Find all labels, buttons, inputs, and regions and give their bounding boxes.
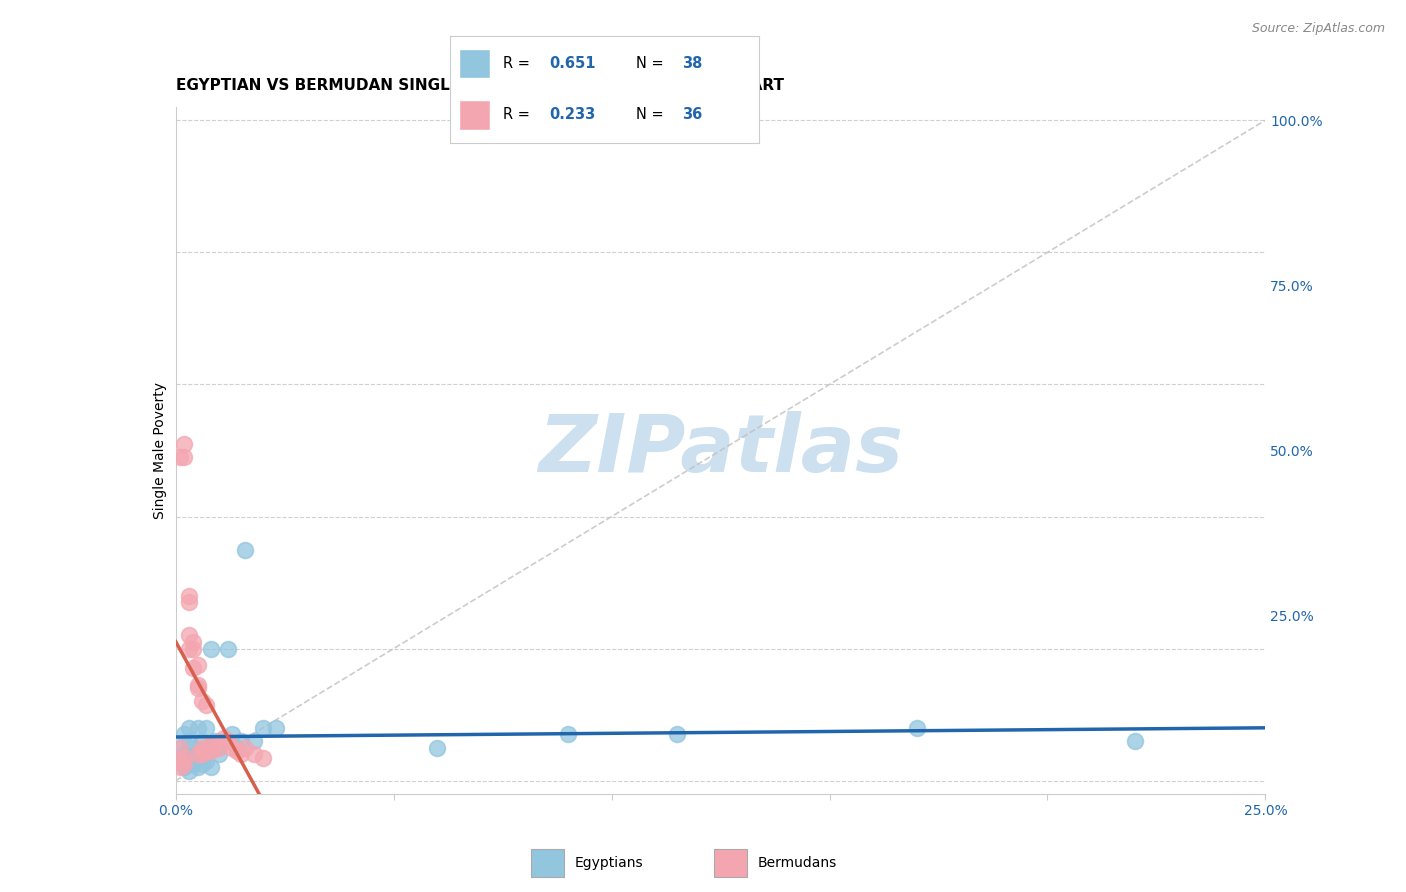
Point — [173, 727, 195, 741]
Text: ZIPatlas: ZIPatlas — [538, 411, 903, 490]
Point — [235, 542, 257, 557]
Text: EGYPTIAN VS BERMUDAN SINGLE MALE POVERTY CORRELATION CHART: EGYPTIAN VS BERMUDAN SINGLE MALE POVERTY… — [176, 78, 783, 94]
FancyBboxPatch shape — [714, 849, 747, 877]
Point — [204, 737, 226, 751]
Point — [208, 747, 231, 762]
Point — [177, 734, 200, 748]
Point — [235, 740, 257, 755]
Text: Egyptians: Egyptians — [575, 856, 644, 870]
Point — [173, 760, 195, 774]
Point — [426, 740, 449, 755]
Text: 36: 36 — [682, 107, 702, 122]
Text: N =: N = — [636, 56, 668, 71]
Point — [200, 737, 222, 751]
Point — [195, 721, 218, 735]
FancyBboxPatch shape — [460, 48, 491, 78]
Point — [243, 747, 266, 762]
Point — [173, 747, 195, 762]
Point — [195, 698, 218, 712]
Point — [208, 740, 231, 755]
Point — [195, 744, 218, 758]
Text: Source: ZipAtlas.com: Source: ZipAtlas.com — [1251, 22, 1385, 36]
Point — [217, 641, 239, 656]
Point — [177, 764, 200, 778]
Point — [177, 595, 200, 609]
Point — [177, 589, 200, 603]
Point — [191, 694, 214, 708]
Point — [186, 658, 209, 673]
Point — [195, 740, 218, 755]
Point — [173, 750, 195, 764]
Point — [186, 678, 209, 692]
Point — [177, 641, 200, 656]
Point — [1123, 734, 1146, 748]
Point — [200, 641, 222, 656]
Point — [186, 747, 209, 762]
Text: N =: N = — [636, 107, 668, 122]
Point — [169, 740, 191, 755]
Point — [186, 681, 209, 696]
Point — [191, 757, 214, 772]
Point — [212, 734, 235, 748]
FancyBboxPatch shape — [531, 849, 564, 877]
Point — [173, 450, 195, 464]
Point — [200, 760, 222, 774]
Text: 38: 38 — [682, 56, 702, 71]
Point — [225, 744, 247, 758]
Point — [169, 754, 191, 768]
Point — [177, 721, 200, 735]
Text: Bermudans: Bermudans — [758, 856, 837, 870]
Point — [252, 721, 274, 735]
Text: 0.651: 0.651 — [548, 56, 595, 71]
Point — [186, 747, 209, 762]
Point — [221, 740, 243, 755]
Text: R =: R = — [502, 107, 534, 122]
Point — [252, 750, 274, 764]
Point — [200, 744, 222, 758]
Point — [173, 437, 195, 451]
Point — [221, 727, 243, 741]
Point — [195, 754, 218, 768]
Y-axis label: Single Male Poverty: Single Male Poverty — [153, 382, 167, 519]
Point — [181, 641, 204, 656]
Point — [177, 754, 200, 768]
Point — [204, 734, 226, 748]
Point — [225, 740, 247, 755]
Point — [217, 734, 239, 748]
Point — [666, 727, 689, 741]
Point — [557, 727, 579, 741]
Point — [905, 721, 928, 735]
Point — [231, 734, 253, 748]
Point — [231, 747, 253, 762]
Point — [191, 740, 214, 755]
Point — [186, 760, 209, 774]
Text: R =: R = — [502, 56, 534, 71]
Point — [181, 757, 204, 772]
Point — [173, 757, 195, 772]
Point — [181, 740, 204, 755]
Point — [169, 754, 191, 768]
Point — [243, 734, 266, 748]
Point — [181, 661, 204, 675]
Text: 0.233: 0.233 — [548, 107, 595, 122]
Point — [204, 740, 226, 755]
Point — [169, 740, 191, 755]
Point — [177, 628, 200, 642]
Point — [186, 721, 209, 735]
FancyBboxPatch shape — [460, 100, 491, 130]
Point — [212, 731, 235, 745]
Point — [191, 747, 214, 762]
Point — [191, 734, 214, 748]
Point — [264, 721, 287, 735]
Point — [169, 760, 191, 774]
Point — [181, 635, 204, 649]
Point — [169, 450, 191, 464]
